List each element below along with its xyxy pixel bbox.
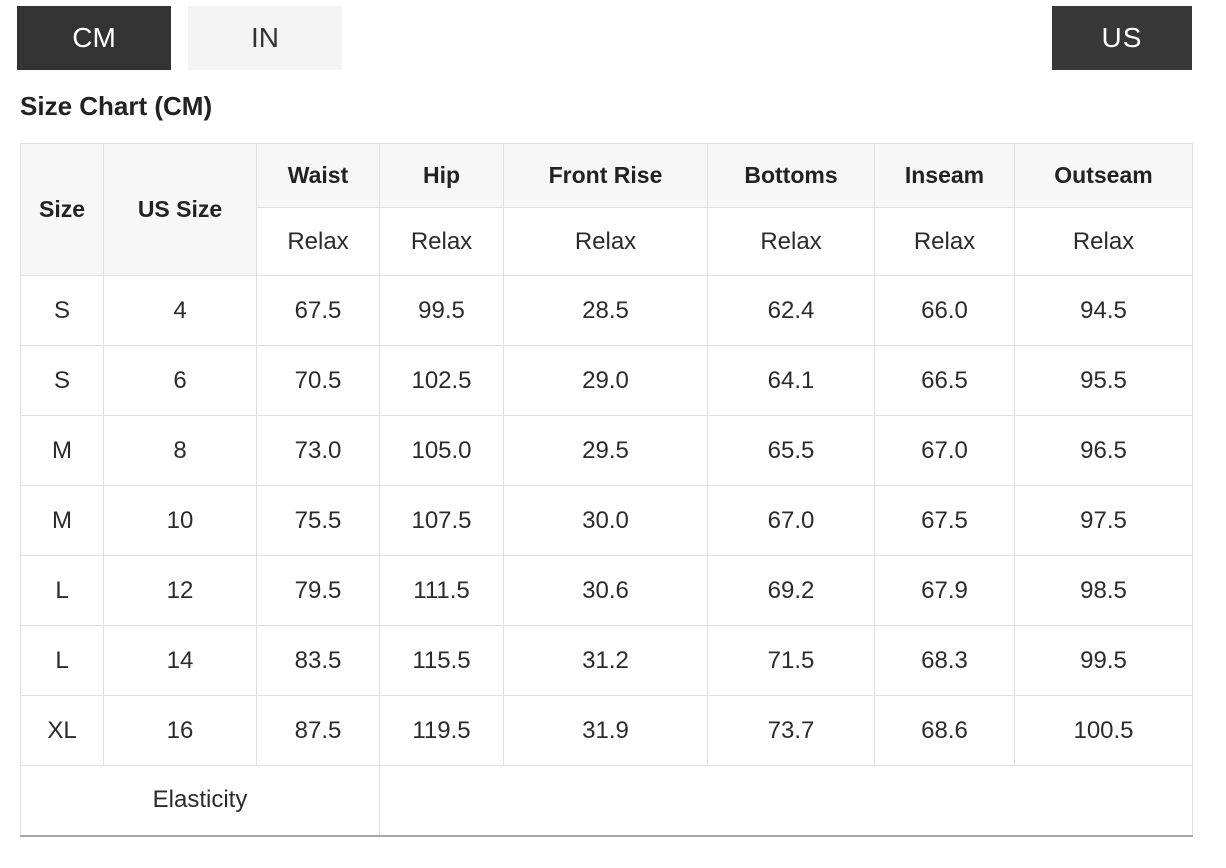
fit-cell-waist: Relax <box>256 207 380 276</box>
hip-value-cell: 102.5 <box>379 345 504 416</box>
column-header-waist: Waist <box>256 143 380 208</box>
size-chart-table: Size US Size Waist Hip Front Rise Bottom… <box>20 143 1193 837</box>
table-row: L 12 79.5 111.5 30.6 69.2 67.9 98.5 <box>20 555 1193 626</box>
front-rise-value-cell: 28.5 <box>503 275 708 346</box>
outseam-value-cell: 100.5 <box>1014 695 1193 766</box>
table-row: M 8 73.0 105.0 29.5 65.5 67.0 96.5 <box>20 415 1193 486</box>
outseam-value-cell: 96.5 <box>1014 415 1193 486</box>
size-rows: S 4 67.5 99.5 28.5 62.4 66.0 94.5 S 6 70… <box>20 275 1193 766</box>
hip-value-cell: 115.5 <box>379 625 504 696</box>
bottoms-value-cell: 73.7 <box>707 695 875 766</box>
hip-value-cell: 111.5 <box>379 555 504 626</box>
front-rise-value-cell: 30.0 <box>503 485 708 556</box>
outseam-value-cell: 98.5 <box>1014 555 1193 626</box>
inseam-value-cell: 67.0 <box>874 415 1015 486</box>
size-cell: XL <box>20 695 104 766</box>
us-size-cell: 10 <box>103 485 257 556</box>
waist-value-cell: 79.5 <box>256 555 380 626</box>
waist-value-cell: 83.5 <box>256 625 380 696</box>
unit-toggle-cm-button[interactable]: CM <box>17 6 171 70</box>
waist-value-cell: 70.5 <box>256 345 380 416</box>
column-header-front-rise: Front Rise <box>503 143 708 208</box>
outseam-value-cell: 97.5 <box>1014 485 1193 556</box>
unit-toggle-in-button[interactable]: IN <box>188 6 342 70</box>
fit-cell-inseam: Relax <box>874 207 1015 276</box>
outseam-value-cell: 95.5 <box>1014 345 1193 416</box>
outseam-value-cell: 99.5 <box>1014 625 1193 696</box>
us-size-cell: 14 <box>103 625 257 696</box>
us-size-cell: 12 <box>103 555 257 626</box>
table-row: S 4 67.5 99.5 28.5 62.4 66.0 94.5 <box>20 275 1193 346</box>
inseam-value-cell: 66.5 <box>874 345 1015 416</box>
outseam-value-cell: 94.5 <box>1014 275 1193 346</box>
us-size-cell: 4 <box>103 275 257 346</box>
waist-value-cell: 67.5 <box>256 275 380 346</box>
front-rise-value-cell: 30.6 <box>503 555 708 626</box>
bottoms-value-cell: 67.0 <box>707 485 875 556</box>
front-rise-value-cell: 31.9 <box>503 695 708 766</box>
inseam-value-cell: 67.5 <box>874 485 1015 556</box>
page-title: Size Chart (CM) <box>20 91 213 121</box>
size-cell: S <box>20 275 104 346</box>
us-size-cell: 8 <box>103 415 257 486</box>
size-cell: S <box>20 345 104 416</box>
us-size-cell: 6 <box>103 345 257 416</box>
column-header-outseam: Outseam <box>1014 143 1193 208</box>
table-row: S 6 70.5 102.5 29.0 64.1 66.5 95.5 <box>20 345 1193 416</box>
bottoms-value-cell: 64.1 <box>707 345 875 416</box>
elasticity-label-cell: Elasticity <box>20 765 380 836</box>
region-toggle-us-button[interactable]: US <box>1052 6 1192 70</box>
fit-cell-front-rise: Relax <box>503 207 708 276</box>
inseam-value-cell: 66.0 <box>874 275 1015 346</box>
inseam-value-cell: 67.9 <box>874 555 1015 626</box>
bottoms-value-cell: 62.4 <box>707 275 875 346</box>
column-header-hip: Hip <box>379 143 504 208</box>
bottoms-value-cell: 65.5 <box>707 415 875 486</box>
us-size-column-header: US Size <box>103 143 257 276</box>
hip-value-cell: 105.0 <box>379 415 504 486</box>
size-column-header: Size <box>20 143 104 276</box>
waist-value-cell: 73.0 <box>256 415 380 486</box>
bottoms-value-cell: 71.5 <box>707 625 875 696</box>
size-cell: M <box>20 485 104 556</box>
hip-value-cell: 99.5 <box>379 275 504 346</box>
size-cell: L <box>20 625 104 696</box>
elasticity-value-cell <box>379 765 1193 836</box>
front-rise-value-cell: 31.2 <box>503 625 708 696</box>
hip-value-cell: 107.5 <box>379 485 504 556</box>
us-size-cell: 16 <box>103 695 257 766</box>
table-row: XL 16 87.5 119.5 31.9 73.7 68.6 100.5 <box>20 695 1193 766</box>
table-row: M 10 75.5 107.5 30.0 67.0 67.5 97.5 <box>20 485 1193 556</box>
column-header-bottoms: Bottoms <box>707 143 875 208</box>
elasticity-row: Elasticity <box>20 765 1193 836</box>
column-header-inseam: Inseam <box>874 143 1015 208</box>
waist-value-cell: 75.5 <box>256 485 380 556</box>
fit-cell-bottoms: Relax <box>707 207 875 276</box>
waist-value-cell: 87.5 <box>256 695 380 766</box>
fit-cell-hip: Relax <box>379 207 504 276</box>
hip-value-cell: 119.5 <box>379 695 504 766</box>
table-row: L 14 83.5 115.5 31.2 71.5 68.3 99.5 <box>20 625 1193 696</box>
inseam-value-cell: 68.6 <box>874 695 1015 766</box>
size-cell: M <box>20 415 104 486</box>
front-rise-value-cell: 29.0 <box>503 345 708 416</box>
fit-cell-outseam: Relax <box>1014 207 1193 276</box>
inseam-value-cell: 68.3 <box>874 625 1015 696</box>
bottoms-value-cell: 69.2 <box>707 555 875 626</box>
size-cell: L <box>20 555 104 626</box>
front-rise-value-cell: 29.5 <box>503 415 708 486</box>
